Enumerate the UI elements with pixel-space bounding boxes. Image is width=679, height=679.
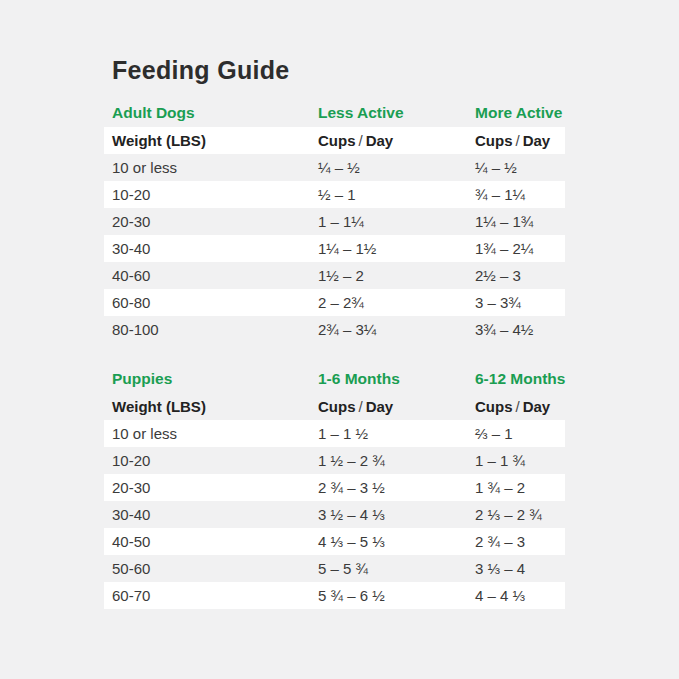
weight-cell: 10-20 [104, 452, 318, 469]
more-active-heading: More Active [475, 104, 565, 122]
weight-cell: 50-60 [104, 560, 318, 577]
cups-value-cell: 3 ⅓ – 4 [475, 560, 565, 577]
cups-value-cell: 1¼ – 1¾ [475, 213, 565, 230]
cups-value-cell: 1 – 1 ½ [318, 425, 475, 442]
cups-value-cell: 2¾ – 3¼ [318, 321, 475, 338]
cups-value-cell: 1 ¾ – 2 [475, 479, 565, 496]
puppies-table-header-row: Weight (LBS) Cups/Day Cups/Day [104, 393, 565, 420]
cups-value-cell: 2½ – 3 [475, 267, 565, 284]
weight-cell: 40-50 [104, 533, 318, 550]
cups-value-cell: ¼ – ½ [475, 159, 565, 176]
cups-value-cell: 2 ¾ – 3 [475, 533, 565, 550]
page-title: Feeding Guide [104, 0, 565, 85]
weight-cell: 30-40 [104, 240, 318, 257]
cups-value-cell: ¾ – 1¼ [475, 186, 565, 203]
cups-value-cell: ½ – 1 [318, 186, 475, 203]
adult-dogs-section: Adult Dogs Less Active More Active Weigh… [104, 102, 565, 343]
puppies-section-title: Puppies [104, 370, 318, 388]
cups-value-cell: ⅔ – 1 [475, 425, 565, 442]
less-active-heading: Less Active [318, 104, 475, 122]
weight-cell: 20-30 [104, 213, 318, 230]
cups-value-cell: 4 ⅓ – 5 ⅓ [318, 533, 475, 550]
cups-label: Cups [318, 132, 356, 149]
table-row: 30-403 ½ – 4 ⅓2 ⅓ – 2 ¾ [104, 501, 565, 528]
cups-value-cell: 3¾ – 4½ [475, 321, 565, 338]
day-label: Day [366, 398, 394, 415]
table-row: 20-302 ¾ – 3 ½1 ¾ – 2 [104, 474, 565, 501]
cups-label: Cups [475, 398, 513, 415]
weight-cell: 10-20 [104, 186, 318, 203]
table-row: 30-401¼ – 1½1¾ – 2¼ [104, 235, 565, 262]
adult-section-title: Adult Dogs [104, 104, 318, 122]
weight-column-header: Weight (LBS) [104, 398, 318, 415]
table-row: 50-605 – 5 ¾3 ⅓ – 4 [104, 555, 565, 582]
cups-per-day-header: Cups/Day [475, 132, 565, 149]
weight-cell: 10 or less [104, 159, 318, 176]
cups-value-cell: ¼ – ½ [318, 159, 475, 176]
cups-value-cell: 1¼ – 1½ [318, 240, 475, 257]
slash-separator: / [356, 132, 366, 149]
slash-separator: / [513, 132, 523, 149]
cups-label: Cups [475, 132, 513, 149]
adult-table-body: 10 or less¼ – ½¼ – ½10-20½ – 1¾ – 1¼20-3… [104, 154, 565, 343]
table-row: 60-802 – 2¾3 – 3¾ [104, 289, 565, 316]
cups-value-cell: 4 – 4 ⅓ [475, 587, 565, 604]
cups-value-cell: 5 – 5 ¾ [318, 560, 475, 577]
content-column: Feeding Guide Adult Dogs Less Active Mor… [104, 0, 565, 609]
cups-value-cell: 1½ – 2 [318, 267, 475, 284]
table-row: 10-201 ½ – 2 ¾1 – 1 ¾ [104, 447, 565, 474]
cups-value-cell: 1 ½ – 2 ¾ [318, 452, 475, 469]
cups-per-day-header: Cups/Day [318, 398, 475, 415]
cups-value-cell: 1 – 1¼ [318, 213, 475, 230]
six-to-twelve-months-heading: 6-12 Months [475, 370, 565, 388]
table-row: 10 or less1 – 1 ½⅔ – 1 [104, 420, 565, 447]
cups-value-cell: 2 ⅓ – 2 ¾ [475, 506, 565, 523]
day-label: Day [523, 132, 551, 149]
feeding-guide-page: Feeding Guide Adult Dogs Less Active Mor… [0, 0, 679, 679]
slash-separator: / [513, 398, 523, 415]
weight-cell: 10 or less [104, 425, 318, 442]
table-row: 20-301 – 1¼1¼ – 1¾ [104, 208, 565, 235]
table-row: 80-1002¾ – 3¼3¾ – 4½ [104, 316, 565, 343]
cups-value-cell: 2 – 2¾ [318, 294, 475, 311]
puppies-section: Puppies 1-6 Months 6-12 Months Weight (L… [104, 368, 565, 609]
table-row: 10 or less¼ – ½¼ – ½ [104, 154, 565, 181]
weight-cell: 60-70 [104, 587, 318, 604]
adult-table-header-row: Weight (LBS) Cups/Day Cups/Day [104, 127, 565, 154]
cups-per-day-header: Cups/Day [475, 398, 565, 415]
puppies-table-body: 10 or less1 – 1 ½⅔ – 110-201 ½ – 2 ¾1 – … [104, 420, 565, 609]
puppies-section-heading-row: Puppies 1-6 Months 6-12 Months [104, 368, 565, 389]
table-row: 60-705 ¾ – 6 ½4 – 4 ⅓ [104, 582, 565, 609]
weight-column-header: Weight (LBS) [104, 132, 318, 149]
weight-cell: 30-40 [104, 506, 318, 523]
table-row: 10-20½ – 1¾ – 1¼ [104, 181, 565, 208]
one-to-six-months-heading: 1-6 Months [318, 370, 475, 388]
cups-value-cell: 1 – 1 ¾ [475, 452, 565, 469]
adult-section-heading-row: Adult Dogs Less Active More Active [104, 102, 565, 123]
cups-label: Cups [318, 398, 356, 415]
table-row: 40-504 ⅓ – 5 ⅓2 ¾ – 3 [104, 528, 565, 555]
slash-separator: / [356, 398, 366, 415]
table-row: 40-601½ – 22½ – 3 [104, 262, 565, 289]
weight-cell: 60-80 [104, 294, 318, 311]
day-label: Day [523, 398, 551, 415]
cups-value-cell: 3 – 3¾ [475, 294, 565, 311]
cups-value-cell: 2 ¾ – 3 ½ [318, 479, 475, 496]
cups-per-day-header: Cups/Day [318, 132, 475, 149]
weight-cell: 40-60 [104, 267, 318, 284]
cups-value-cell: 5 ¾ – 6 ½ [318, 587, 475, 604]
weight-cell: 80-100 [104, 321, 318, 338]
cups-value-cell: 1¾ – 2¼ [475, 240, 565, 257]
weight-cell: 20-30 [104, 479, 318, 496]
cups-value-cell: 3 ½ – 4 ⅓ [318, 506, 475, 523]
day-label: Day [366, 132, 394, 149]
